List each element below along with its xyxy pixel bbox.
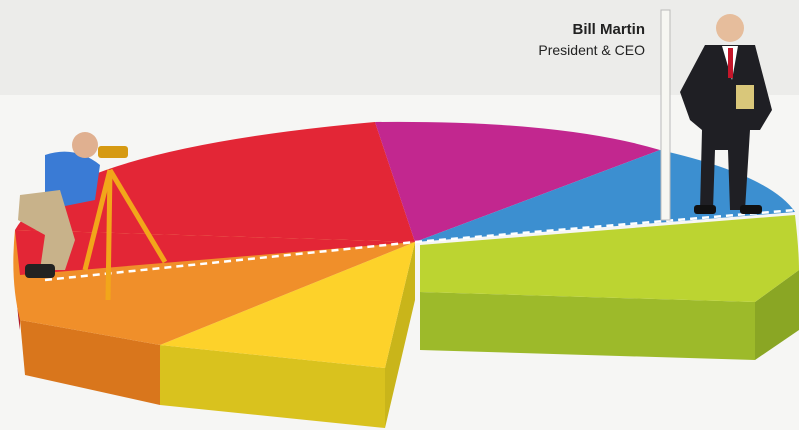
blue-slice bbox=[415, 150, 795, 242]
person-name: Bill Martin bbox=[572, 21, 645, 38]
yellow-side bbox=[160, 345, 385, 428]
yellow-slice bbox=[160, 242, 415, 368]
caption: Bill Martin President & CEO bbox=[538, 20, 645, 60]
background-band bbox=[0, 0, 799, 95]
yellow-cut bbox=[385, 242, 415, 428]
magenta-slice bbox=[375, 121, 660, 242]
red-slice bbox=[15, 122, 415, 242]
measuring-rod bbox=[660, 9, 671, 221]
surveyor bbox=[18, 132, 168, 301]
person-title: President & CEO bbox=[538, 42, 645, 58]
green-side bbox=[420, 292, 755, 360]
red-slice-front bbox=[15, 230, 415, 275]
orange-side bbox=[20, 320, 160, 405]
green-slice bbox=[420, 215, 799, 302]
ceo bbox=[680, 14, 772, 214]
green-side-right bbox=[755, 270, 799, 360]
measure-line bbox=[44, 208, 796, 282]
